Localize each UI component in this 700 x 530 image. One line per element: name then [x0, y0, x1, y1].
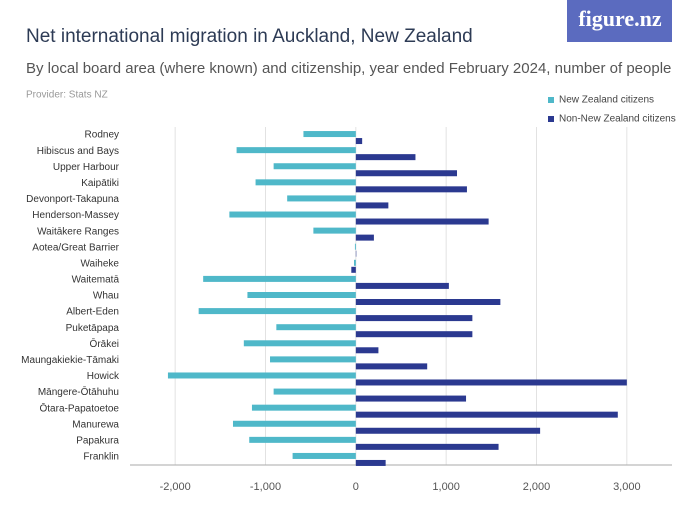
y-tick-label: Hibiscus and Bays	[37, 146, 119, 157]
y-tick-label: Aotea/Great Barrier	[32, 242, 119, 253]
bar	[287, 195, 356, 201]
bar	[356, 396, 466, 402]
bar	[313, 228, 355, 234]
bar	[354, 260, 356, 266]
bar	[356, 412, 618, 418]
bar	[244, 340, 356, 346]
y-tick-label: Rodney	[85, 130, 119, 141]
bar	[356, 138, 362, 144]
bar	[293, 453, 356, 459]
bar	[233, 421, 356, 427]
y-tick-label: Ōtara-Papatoetoe	[40, 402, 120, 414]
bar	[356, 347, 379, 353]
y-tick-label: Henderson-Massey	[32, 210, 119, 221]
bar	[356, 428, 540, 434]
chart-title: Net international migration in Auckland,…	[26, 26, 473, 47]
bar	[270, 356, 356, 362]
x-tick-label: 1,000	[432, 481, 460, 493]
bar	[356, 299, 501, 305]
bar	[356, 283, 449, 289]
y-tick-label: Waitākere Ranges	[37, 226, 119, 237]
x-tick-label: 2,000	[523, 481, 551, 493]
bar	[237, 147, 356, 153]
chart-subtitle: By local board area (where known) and ci…	[26, 60, 671, 77]
y-tick-label: Devonport-Takapuna	[26, 194, 119, 205]
x-tick-label: -1,000	[250, 481, 281, 493]
bar	[356, 460, 386, 466]
y-tick-label: Waitematā	[72, 275, 120, 286]
y-tick-label: Whau	[93, 291, 119, 302]
bar	[356, 363, 427, 369]
bar	[356, 219, 489, 225]
x-tick-label: 0	[353, 481, 359, 493]
y-tick-label: Ōrākei	[90, 338, 119, 350]
bar	[356, 202, 389, 208]
bar	[356, 170, 457, 176]
bar	[356, 444, 499, 450]
y-tick-label: Albert-Eden	[66, 307, 119, 318]
bar	[168, 372, 356, 378]
bar	[351, 267, 356, 273]
bar	[356, 186, 467, 192]
legend-swatch	[548, 116, 554, 122]
y-tick-label: Kaipātiki	[81, 178, 119, 189]
bar	[356, 154, 416, 160]
x-tick-label: 3,000	[613, 481, 641, 493]
y-tick-label: Maungakiekie-Tāmaki	[21, 355, 119, 366]
y-tick-label: Upper Harbour	[53, 162, 120, 173]
legend-label: Non-New Zealand citizens	[559, 114, 676, 125]
bar	[276, 324, 355, 330]
bar	[252, 405, 356, 411]
bar	[203, 276, 356, 282]
y-tick-label: Māngere-Ōtāhuhu	[38, 386, 119, 398]
bar	[274, 163, 356, 169]
bar	[256, 179, 356, 185]
bar	[356, 235, 374, 241]
bar	[249, 437, 356, 443]
y-tick-label: Waiheke	[80, 258, 119, 269]
bar	[303, 131, 355, 137]
provider: Provider: Stats NZ	[26, 90, 108, 101]
bar	[356, 331, 473, 337]
y-tick-label: Papakura	[76, 435, 119, 446]
bar	[355, 244, 356, 250]
logo: figure.nz	[578, 6, 662, 31]
bar	[199, 308, 356, 314]
y-tick-label: Manurewa	[72, 419, 119, 430]
bar	[356, 315, 473, 321]
bar	[229, 212, 355, 218]
y-tick-label: Howick	[87, 371, 120, 382]
bar	[274, 389, 356, 395]
bar	[247, 292, 355, 298]
bar	[356, 379, 627, 385]
x-tick-label: -2,000	[160, 481, 191, 493]
y-tick-label: Franklin	[83, 452, 119, 463]
legend-swatch	[548, 97, 554, 103]
y-tick-label: Puketāpapa	[66, 323, 120, 334]
legend-label: New Zealand citizens	[559, 95, 654, 106]
